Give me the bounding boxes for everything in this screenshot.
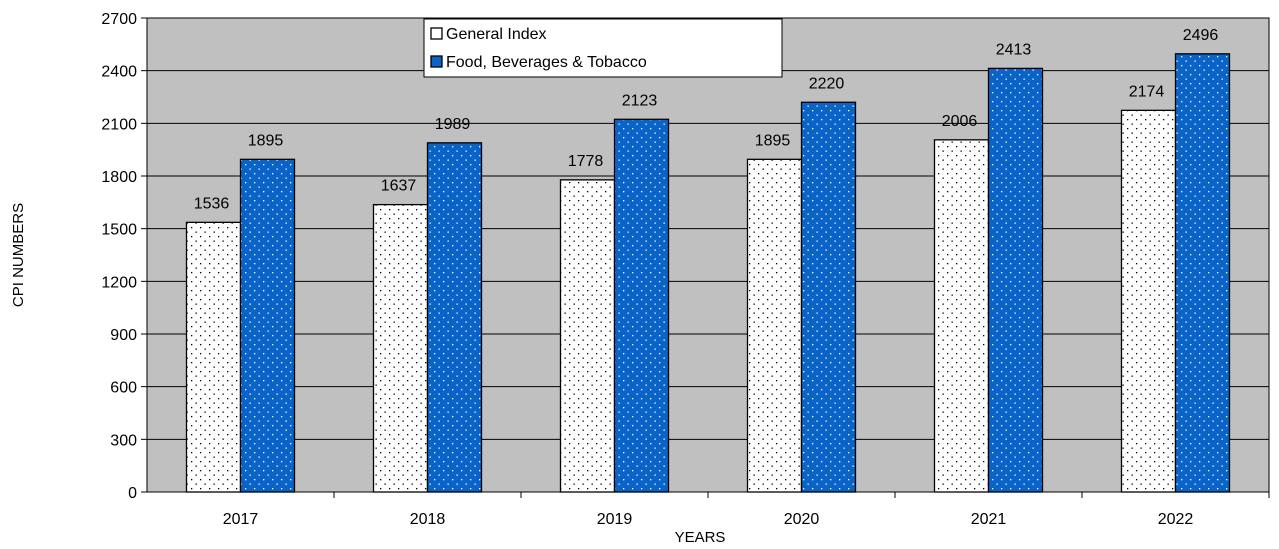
legend-label-general-index: General Index [446,26,547,43]
bar-food-beverages-tobacco-2022 [1174,53,1231,493]
bar-general-index-2019 [559,179,616,493]
x-axis-label: YEARS [675,529,726,546]
legend: General Index Food, Beverages & Tobacco [423,18,783,78]
bar-food-beverages-tobacco-2019 [613,118,670,493]
x-tick-label-2020: 2020 [784,511,820,528]
gridlines [147,70,1269,440]
y-axis-label: CPI NUMBERS [10,203,27,307]
x-tick-label-2022: 2022 [1158,511,1194,528]
legend-box [423,18,783,78]
y-tick-label: 2100 [101,116,137,133]
data-label-general-index-2020: 1895 [755,132,791,149]
x-tick-label-2019: 2019 [597,511,633,528]
y-axis-ticks: 0 300 600 900 1200 1500 1800 2100 2400 2700 [101,11,147,502]
data-label-general-index-2019: 1778 [568,153,604,170]
y-tick-label: 600 [110,380,137,397]
y-tick-label: 1500 [101,222,137,239]
bars [185,53,1231,493]
data-labels: 1536 1895 1637 1989 1778 2123 1895 2220 2006 2413… [194,27,1219,213]
x-axis-ticks: 2017 2018 2019 2020 2021 2022 [223,492,1270,528]
bar-food-beverages-tobacco-2018 [426,142,483,493]
plot-area [146,17,1270,493]
x-tick-label-2018: 2018 [410,511,446,528]
x-tick-label-2017: 2017 [223,511,259,528]
y-tick-label: 2700 [101,11,137,28]
bar-food-beverages-tobacco-2017 [239,158,296,493]
x-tick-label-2021: 2021 [971,511,1007,528]
bar-general-index-2017 [185,221,242,493]
y-tick-label: 900 [110,327,137,344]
data-label-food-beverages-tobacco-2017: 1895 [248,132,284,149]
data-label-general-index-2018: 1637 [381,178,417,195]
data-label-food-beverages-tobacco-2022: 2496 [1183,27,1219,44]
y-tick-label: 1800 [101,169,137,186]
data-label-food-beverages-tobacco-2020: 2220 [809,75,845,92]
legend-swatch-general-index [430,27,443,40]
data-label-general-index-2022: 2174 [1129,83,1165,100]
y-tick-label: 0 [128,485,137,502]
legend-swatch-food-beverages-tobacco [430,55,443,68]
data-label-general-index-2021: 2006 [942,113,978,130]
data-label-food-beverages-tobacco-2018: 1989 [435,116,471,133]
y-tick-label: 2400 [101,64,137,81]
y-tick-label: 1200 [101,274,137,291]
bar-food-beverages-tobacco-2020 [800,101,857,493]
bar-general-index-2022 [1120,109,1177,493]
y-tick-label: 300 [110,432,137,449]
bar-general-index-2021 [933,139,990,493]
legend-label-food-beverages-tobacco: Food, Beverages & Tobacco [446,54,647,71]
data-label-food-beverages-tobacco-2021: 2413 [996,41,1032,58]
bar-general-index-2020 [746,158,803,493]
bar-general-index-2018 [372,203,429,493]
data-label-general-index-2017: 1536 [194,195,230,212]
bar-food-beverages-tobacco-2021 [987,67,1044,493]
data-label-food-beverages-tobacco-2019: 2123 [622,92,658,109]
